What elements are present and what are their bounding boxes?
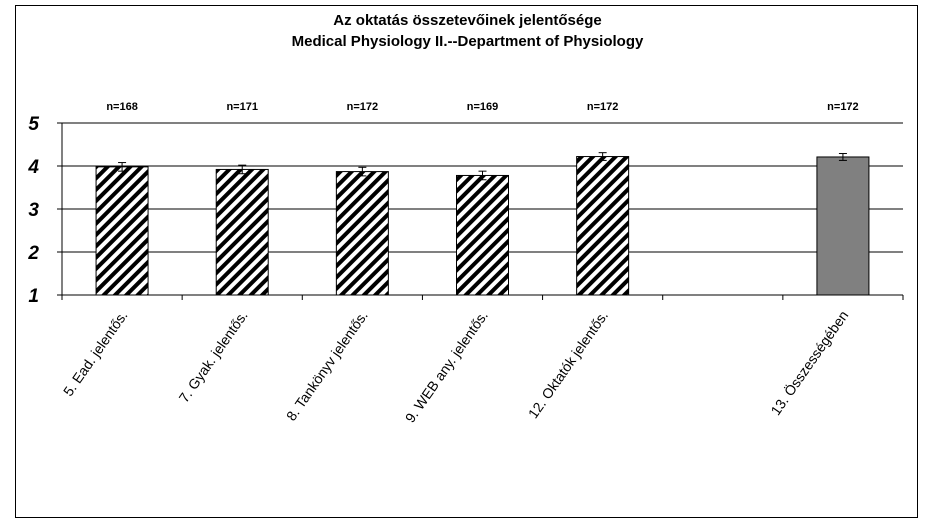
category-label: 8. Tankönyv jelentős.	[283, 308, 371, 424]
y-tick-label: 3	[28, 200, 39, 221]
n-label: n=171	[226, 101, 258, 113]
y-tick-label: 1	[28, 286, 39, 307]
n-label: n=169	[467, 101, 499, 113]
y-tick-label: 4	[27, 157, 39, 178]
n-label: n=172	[347, 101, 379, 113]
chart-title: Az oktatás összetevőinek jelentősége	[333, 12, 602, 29]
bar	[215, 168, 269, 296]
bar	[456, 174, 509, 296]
category-label: 13. Összességében	[766, 307, 851, 418]
category-label: 7. Gyak. jelentős.	[176, 308, 251, 406]
chart-subtitle: Medical Physiology II.--Department of Ph…	[291, 33, 644, 50]
y-tick-label: 2	[27, 243, 39, 264]
category-label: 5. Ead. jelentős.	[60, 308, 131, 399]
category-label: 9. WEB any. jelentős.	[402, 308, 491, 426]
bar	[335, 171, 389, 296]
n-label: n=168	[106, 101, 138, 113]
category-label: 12. Oktatók jelentős.	[525, 308, 611, 422]
n-label: n=172	[587, 101, 619, 113]
bar	[95, 166, 149, 296]
bar	[816, 156, 870, 296]
n-label: n=172	[827, 101, 859, 113]
bar	[576, 156, 630, 296]
y-tick-label: 5	[28, 114, 39, 135]
